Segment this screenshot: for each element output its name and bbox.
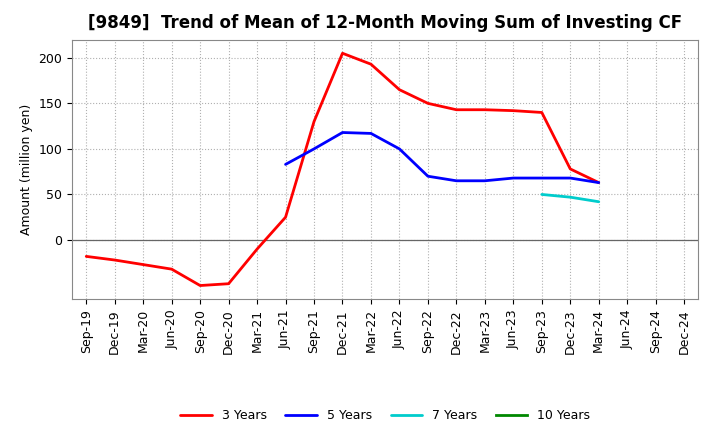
7 Years bbox=[566, 194, 575, 200]
7 Years bbox=[537, 192, 546, 197]
3 Years bbox=[196, 283, 204, 288]
5 Years bbox=[310, 146, 318, 151]
3 Years bbox=[480, 107, 489, 112]
5 Years bbox=[452, 178, 461, 183]
5 Years bbox=[509, 176, 518, 181]
Line: 5 Years: 5 Years bbox=[286, 132, 599, 183]
Y-axis label: Amount (million yen): Amount (million yen) bbox=[20, 104, 33, 235]
5 Years bbox=[366, 131, 375, 136]
3 Years bbox=[310, 119, 318, 124]
3 Years bbox=[537, 110, 546, 115]
3 Years bbox=[509, 108, 518, 113]
3 Years bbox=[423, 101, 432, 106]
Title: [9849]  Trend of Mean of 12-Month Moving Sum of Investing CF: [9849] Trend of Mean of 12-Month Moving … bbox=[88, 15, 683, 33]
3 Years bbox=[282, 215, 290, 220]
3 Years bbox=[110, 257, 119, 263]
5 Years bbox=[480, 178, 489, 183]
3 Years bbox=[139, 262, 148, 267]
3 Years bbox=[566, 166, 575, 172]
5 Years bbox=[566, 176, 575, 181]
Legend: 3 Years, 5 Years, 7 Years, 10 Years: 3 Years, 5 Years, 7 Years, 10 Years bbox=[176, 404, 595, 427]
3 Years bbox=[253, 246, 261, 252]
5 Years bbox=[537, 176, 546, 181]
3 Years bbox=[82, 254, 91, 259]
3 Years bbox=[366, 62, 375, 67]
3 Years bbox=[338, 51, 347, 56]
3 Years bbox=[395, 87, 404, 92]
Line: 3 Years: 3 Years bbox=[86, 53, 599, 286]
5 Years bbox=[338, 130, 347, 135]
3 Years bbox=[167, 267, 176, 272]
3 Years bbox=[452, 107, 461, 112]
3 Years bbox=[595, 180, 603, 185]
Line: 7 Years: 7 Years bbox=[541, 194, 599, 202]
7 Years bbox=[595, 199, 603, 204]
3 Years bbox=[225, 281, 233, 286]
5 Years bbox=[423, 174, 432, 179]
5 Years bbox=[595, 180, 603, 185]
5 Years bbox=[282, 162, 290, 167]
5 Years bbox=[395, 146, 404, 151]
